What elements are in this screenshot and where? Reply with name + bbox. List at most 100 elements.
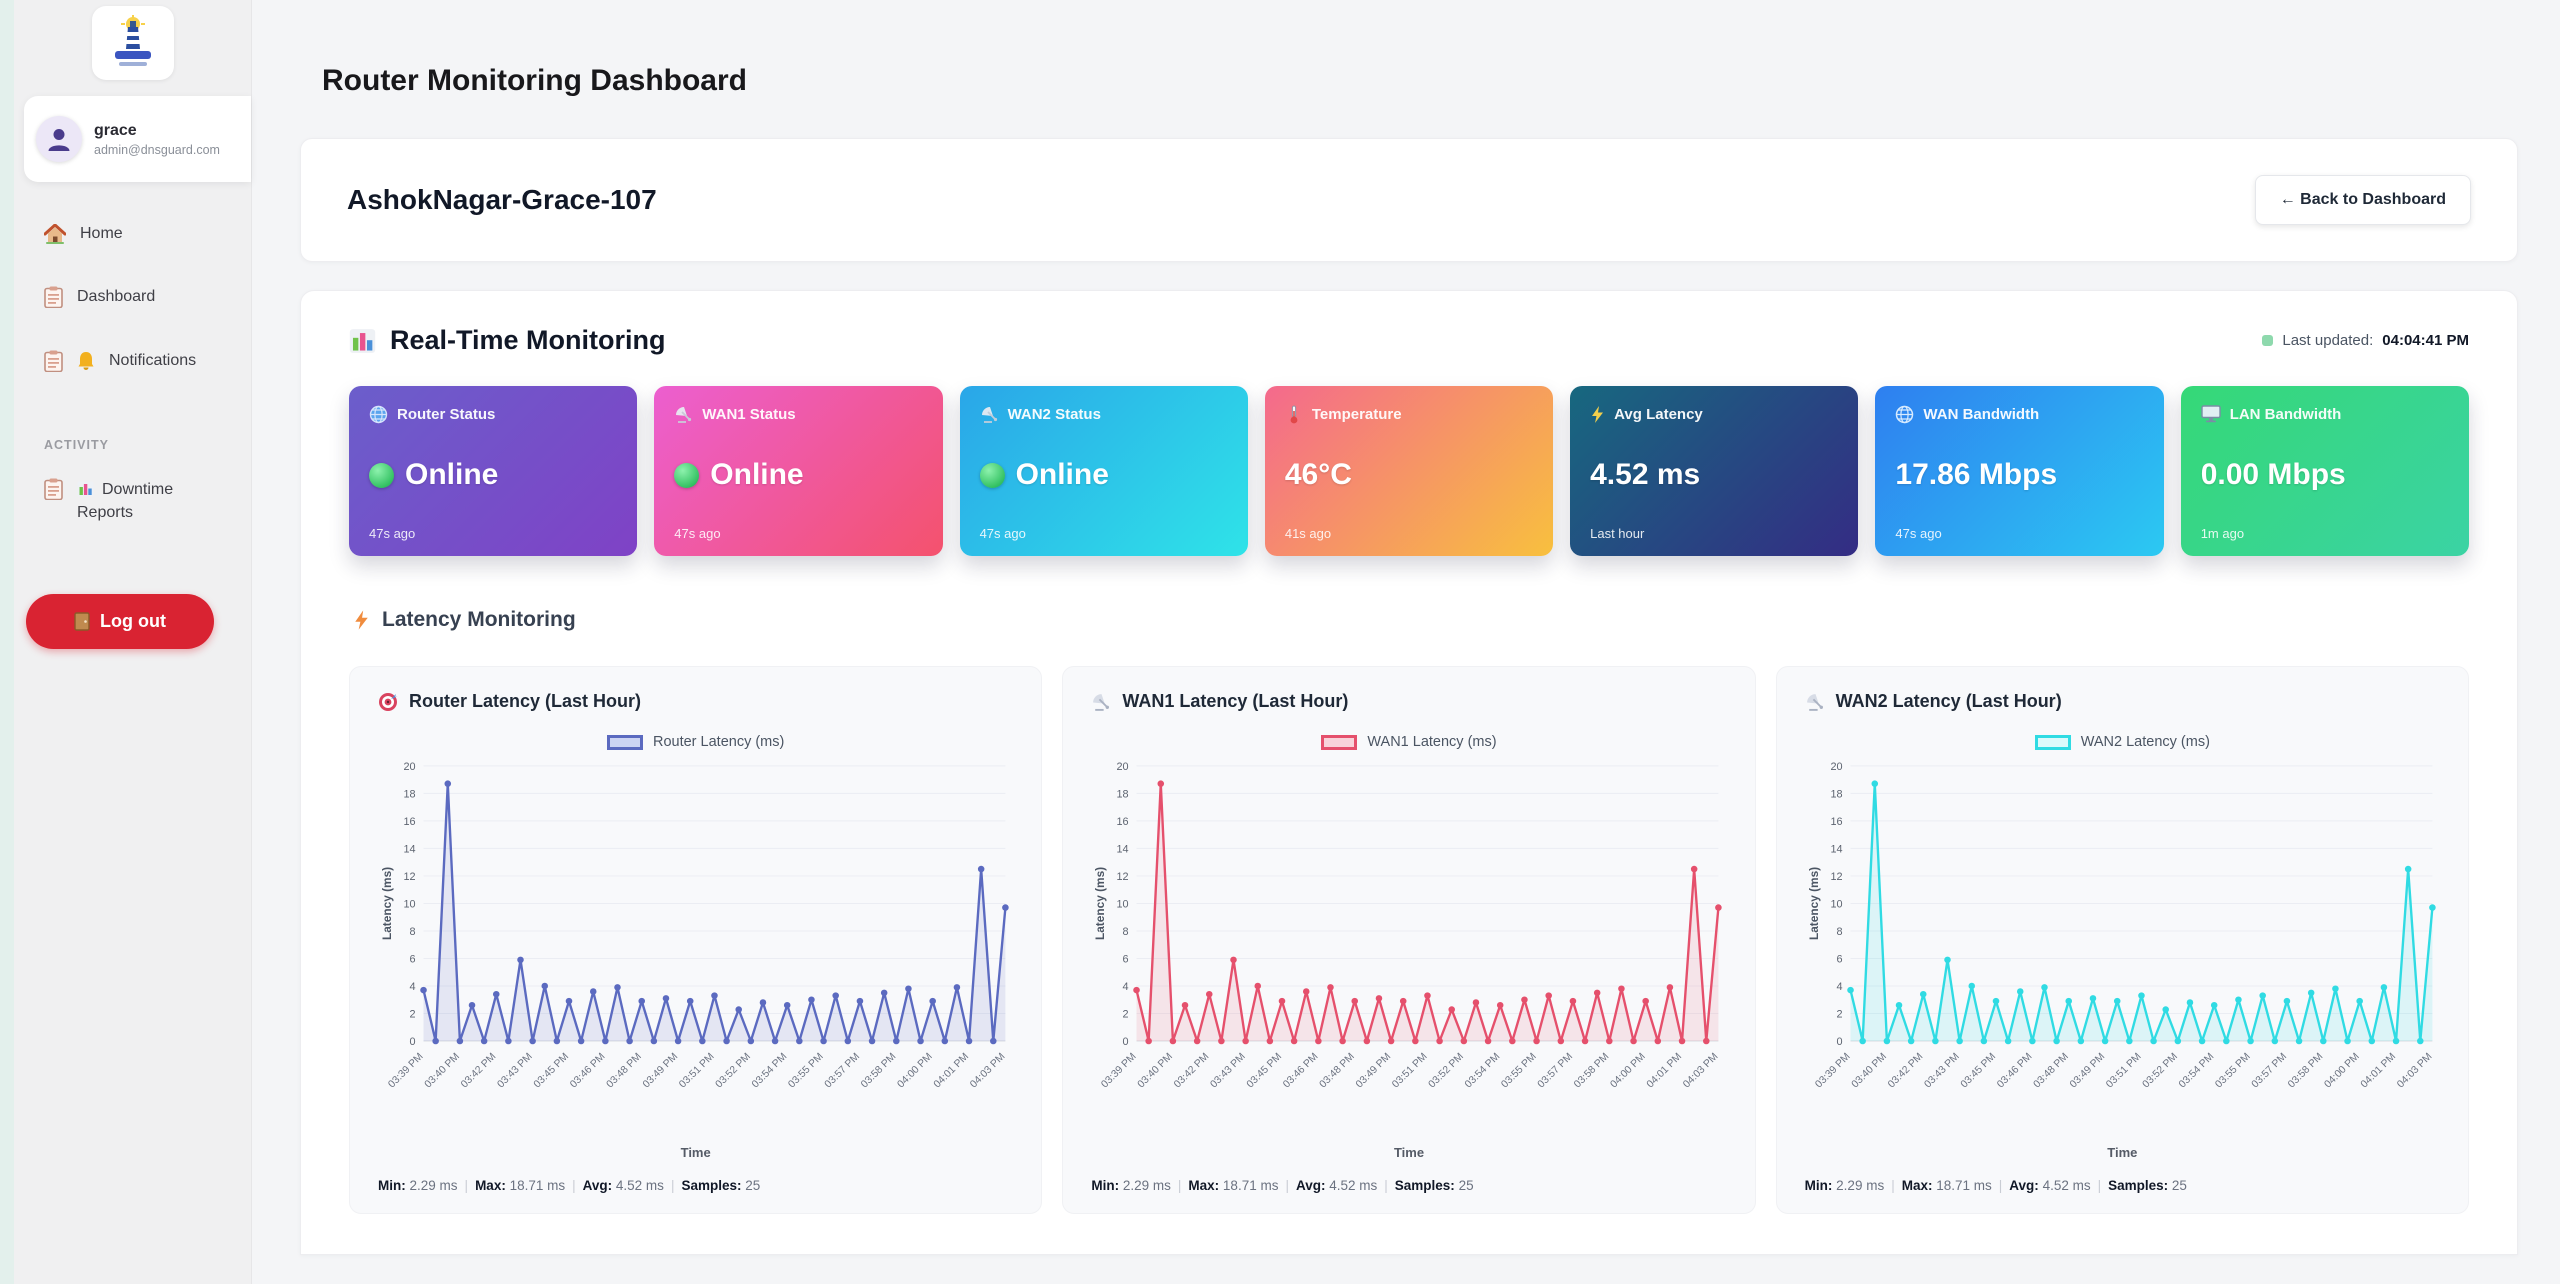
chart-card-router-latency: Router Latency (Last Hour) Router Latenc… (349, 666, 1043, 1214)
chart-legend[interactable]: WAN1 Latency (ms) (1091, 734, 1726, 750)
chart-card-wan1-latency: WAN1 Latency (Last Hour) WAN1 Latency (m… (1062, 666, 1756, 1214)
sidebar-item-downtime-reports[interactable]: Downtime Reports (14, 466, 251, 536)
status-card-temperature: Temperature 46°C 41s ago (1264, 386, 1554, 556)
satellite-icon (981, 407, 997, 423)
back-to-dashboard-button[interactable]: ← Back to Dashboard (2254, 175, 2471, 225)
chart-title: WAN1 Latency (Last Hour) (1091, 691, 1726, 712)
legend-label: Router Latency (ms) (652, 734, 785, 750)
wan2-latency-chart: 0 2 4 6 8 10 12 14 16 18 20 03:39 PM 03:40 PM 03:42 P… (1805, 756, 2440, 1149)
router-latency-chart: 0 2 4 6 8 10 12 14 16 18 20 03:39 PM 03:40 PM 03:42 P… (378, 756, 1013, 1149)
svg-text:4: 4 (1123, 981, 1129, 993)
svg-text:10: 10 (1117, 898, 1129, 910)
house-icon (44, 224, 66, 244)
svg-text:18: 18 (1117, 788, 1129, 800)
svg-text:16: 16 (1830, 816, 1842, 828)
svg-text:2: 2 (410, 1008, 416, 1020)
lightning-icon (355, 610, 368, 630)
svg-text:03:39 PM: 03:39 PM (1813, 1051, 1852, 1090)
live-dot-icon (2262, 335, 2274, 346)
svg-text:03:48 PM: 03:48 PM (1318, 1051, 1357, 1090)
online-dot-icon (979, 462, 1005, 488)
svg-text:03:51 PM: 03:51 PM (677, 1051, 716, 1090)
svg-text:4: 4 (410, 981, 416, 993)
bar-chart-icon (349, 328, 376, 353)
person-icon (48, 129, 70, 151)
latency-section-heading: Latency Monitoring (353, 608, 2469, 632)
company-logo (91, 6, 174, 80)
left-accent-strip (0, 0, 14, 1284)
legend-swatch (2034, 734, 2071, 750)
thermometer-icon (1290, 405, 1298, 424)
svg-text:03:39 PM: 03:39 PM (1100, 1051, 1139, 1090)
svg-text:Latency (ms): Latency (ms) (1807, 867, 1821, 940)
last-updated-label: Last updated: (2282, 332, 2374, 349)
chart-title: WAN2 Latency (Last Hour) (1805, 691, 2440, 712)
svg-text:03:48 PM: 03:48 PM (2031, 1051, 2070, 1090)
svg-text:12: 12 (403, 871, 415, 883)
svg-text:03:49 PM: 03:49 PM (1354, 1051, 1393, 1090)
svg-text:03:45 PM: 03:45 PM (1959, 1051, 1998, 1090)
svg-text:2: 2 (1123, 1008, 1129, 1020)
sidebar-item-label: Home (80, 225, 123, 242)
svg-text:04:00 PM: 04:00 PM (2322, 1051, 2361, 1090)
svg-text:6: 6 (1836, 953, 1842, 965)
legend-swatch (606, 734, 643, 750)
svg-text:03:46 PM: 03:46 PM (1995, 1051, 2034, 1090)
svg-text:03:43 PM: 03:43 PM (1209, 1051, 1248, 1090)
globe-icon (1896, 405, 1914, 424)
svg-text:4: 4 (1836, 981, 1842, 993)
svg-text:16: 16 (403, 816, 415, 828)
status-card-wan-bandwidth: WAN Bandwidth 17.86 Mbps 47s ago (1875, 386, 2164, 556)
status-card-wan1: WAN1 Status Online 47s ago (654, 386, 943, 556)
svg-text:04:03 PM: 04:03 PM (968, 1051, 1007, 1090)
globe-icon (369, 405, 388, 424)
chart-legend[interactable]: WAN2 Latency (ms) (1805, 734, 2440, 750)
chart-legend[interactable]: Router Latency (ms) (378, 734, 1013, 750)
sidebar-section-activity: ACTIVITY (44, 438, 109, 452)
svg-text:Latency (ms): Latency (ms) (1093, 867, 1107, 940)
svg-text:10: 10 (403, 898, 415, 910)
user-card[interactable]: grace admin@dnsguard.com (24, 96, 251, 182)
svg-text:20: 20 (1117, 761, 1129, 773)
svg-text:03:45 PM: 03:45 PM (1245, 1051, 1284, 1090)
svg-text:03:52 PM: 03:52 PM (2140, 1051, 2179, 1090)
svg-text:6: 6 (410, 953, 416, 965)
bell-icon (78, 352, 94, 370)
svg-text:04:03 PM: 04:03 PM (2395, 1051, 2434, 1090)
page-title: Router Monitoring Dashboard (322, 64, 747, 97)
logout-button[interactable]: Log out (26, 594, 214, 650)
realtime-monitoring-panel: Real-Time Monitoring Last updated: 04:04… (300, 290, 2518, 1255)
svg-text:04:00 PM: 04:00 PM (1609, 1051, 1648, 1090)
svg-text:03:45 PM: 03:45 PM (532, 1051, 571, 1090)
status-card-router: Router Status Online 47s ago (349, 386, 638, 556)
svg-text:14: 14 (1830, 843, 1842, 855)
svg-text:6: 6 (1123, 953, 1129, 965)
online-dot-icon (674, 462, 700, 488)
svg-text:10: 10 (1830, 898, 1842, 910)
satellite-icon (676, 407, 692, 423)
svg-text:04:00 PM: 04:00 PM (896, 1051, 935, 1090)
svg-text:03:46 PM: 03:46 PM (568, 1051, 607, 1090)
svg-text:03:58 PM: 03:58 PM (859, 1051, 898, 1090)
device-name: AshokNagar-Grace-107 (347, 184, 657, 215)
sidebar-item-notifications[interactable]: Notifications (14, 338, 251, 384)
svg-text:18: 18 (403, 788, 415, 800)
satellite-icon (1806, 693, 1823, 711)
chart-stats: Min: 2.29 ms | Max: 18.71 ms | Avg: 4.52 ms |… (1091, 1177, 1474, 1193)
svg-text:8: 8 (1123, 926, 1129, 938)
legend-swatch (1321, 734, 1358, 750)
svg-text:14: 14 (1117, 843, 1129, 855)
x-axis-title: Time (1393, 1144, 1425, 1160)
sidebar-item-dashboard[interactable]: Dashboard (14, 274, 251, 320)
svg-text:20: 20 (1830, 761, 1842, 773)
svg-text:03:54 PM: 03:54 PM (1463, 1051, 1502, 1090)
svg-text:03:46 PM: 03:46 PM (1282, 1051, 1321, 1090)
x-axis-title: Time (680, 1144, 711, 1160)
sidebar-item-label: Dashboard (77, 288, 156, 305)
online-dot-icon (369, 462, 394, 488)
svg-text:03:51 PM: 03:51 PM (1391, 1051, 1430, 1090)
chart-stats: Min: 2.29 ms | Max: 18.71 ms | Avg: 4.52 ms |… (1804, 1177, 2187, 1193)
sidebar-item-home[interactable]: Home (14, 212, 251, 256)
